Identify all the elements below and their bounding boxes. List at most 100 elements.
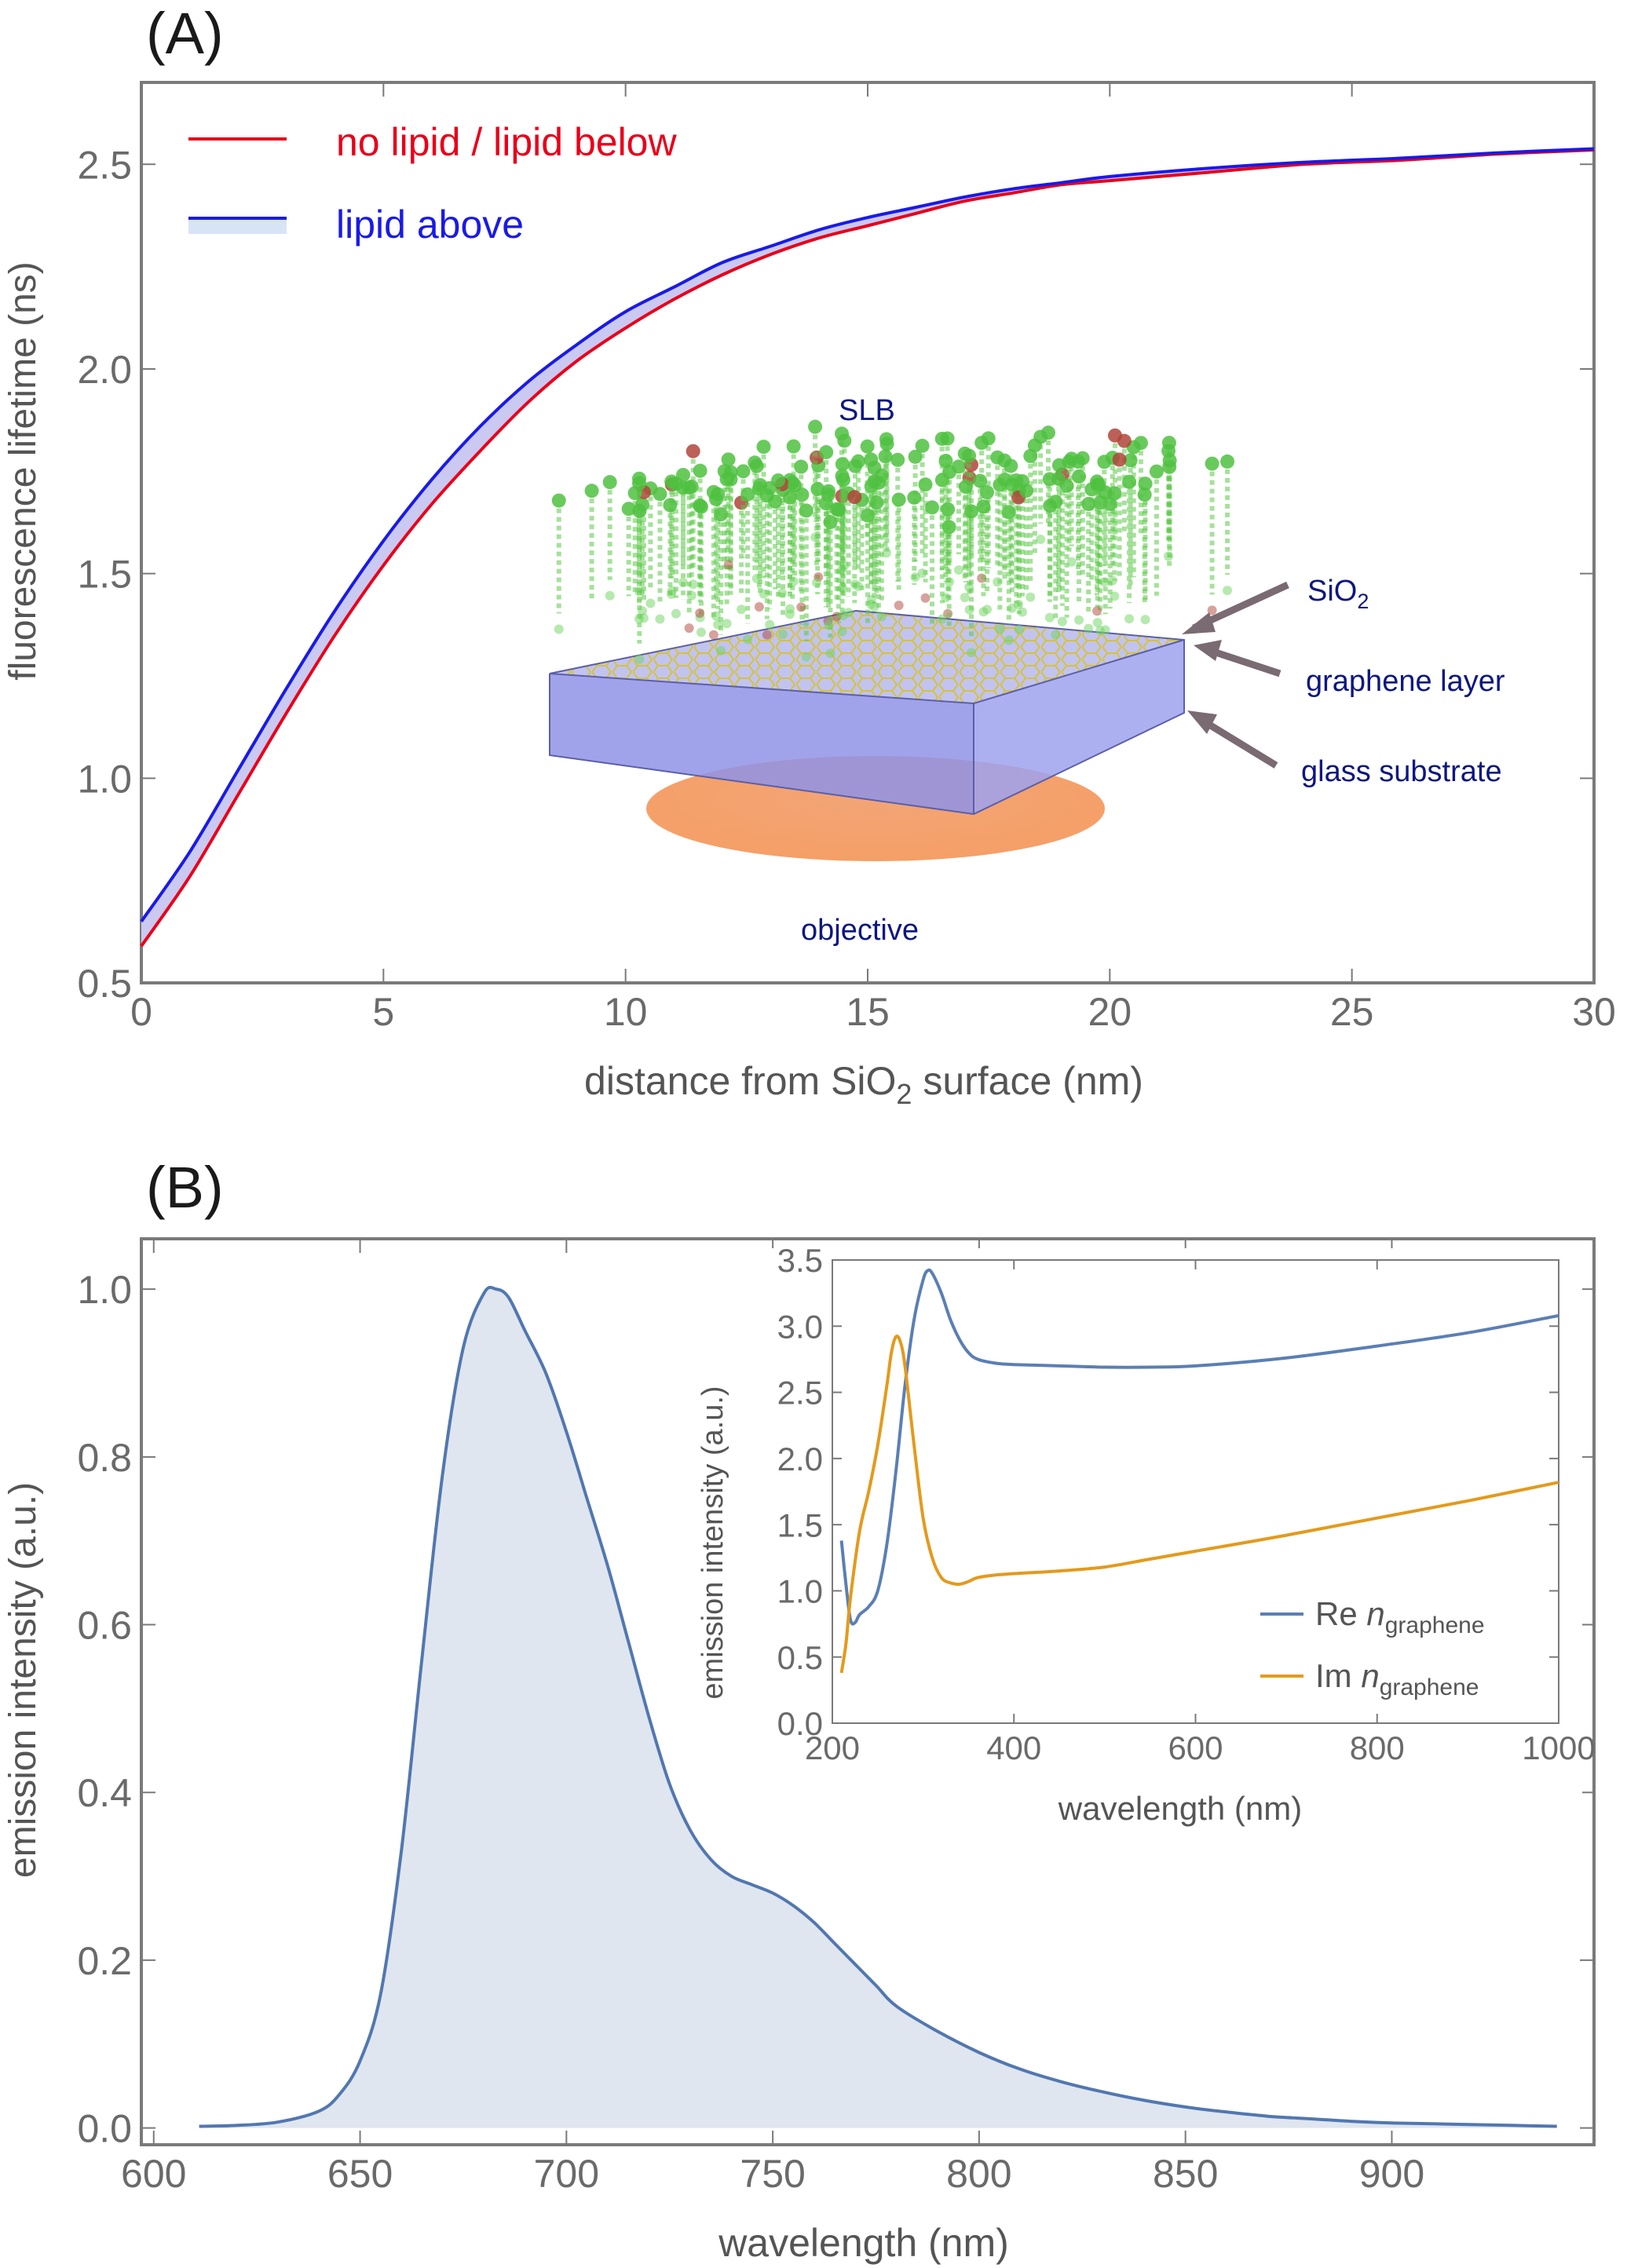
- lipid-bilayer: [551, 419, 1235, 664]
- lipid-head-lower: [960, 593, 970, 603]
- inset-ytick-label: 0.0: [777, 1705, 823, 1742]
- inset-xtick-label: 400: [986, 1729, 1041, 1766]
- lipid-head: [990, 450, 1005, 465]
- lipid-head-lower: [1223, 586, 1233, 596]
- emission-area: [199, 1287, 1557, 2128]
- lipid-head: [771, 473, 786, 488]
- inset-ytick-label: 3.0: [777, 1308, 823, 1345]
- lipid-head-lower: [837, 626, 847, 637]
- lipid-head-lower: [708, 630, 718, 640]
- lipid-head: [1161, 444, 1176, 458]
- lipid-head: [1220, 454, 1235, 469]
- lipid-head: [706, 484, 721, 499]
- label-graphene: graphene layer: [1306, 665, 1505, 698]
- lipid-head: [736, 464, 751, 479]
- lipid-head-lower: [978, 607, 989, 617]
- lipid-head-lower: [1110, 591, 1120, 601]
- lipid-head: [907, 490, 922, 505]
- lipid-head: [749, 458, 764, 473]
- panel-a-plot-area: 0 5 10 15 20 25 30 0.5 1.0 1.5 2.0 2.5: [77, 81, 1616, 1034]
- lipid-head: [740, 487, 755, 502]
- inset-xtick-label: 200: [805, 1729, 860, 1766]
- panel-a: (A) 0 5 10 15 20 25 30 0.5 1.0 1.5 2.0 2.5 no lipid…: [2, 1, 1616, 1110]
- arrow-graphene: [1212, 648, 1281, 677]
- lipid-head-lower: [751, 573, 762, 583]
- lipid-head: [851, 454, 866, 469]
- lipid-head: [717, 464, 732, 479]
- lipid-head: [1133, 436, 1148, 451]
- lipid-head: [1097, 455, 1112, 469]
- lipid-head: [958, 480, 973, 495]
- lipid-head: [847, 490, 862, 505]
- lipid-head: [693, 498, 707, 513]
- glass-substrate-right: [974, 640, 1184, 814]
- lipid-head-lower: [1164, 551, 1174, 561]
- lipid-head-lower: [812, 578, 822, 588]
- panel-b: (B) 600 650 700 750 800 850 900 0.0 0.2 0.4 0.6 0.8…: [2, 1155, 1596, 2265]
- inset-xtick-label: 800: [1350, 1729, 1405, 1766]
- lipid-head-lower: [743, 634, 753, 645]
- series-line-lipid-above: [140, 147, 1595, 922]
- lipid-head-lower: [1092, 618, 1102, 628]
- inset-legend-label-re: Re ngraphene: [1315, 1595, 1485, 1638]
- b-frame: [140, 1237, 1596, 2146]
- inset-ytick-label: 3.5: [777, 1242, 823, 1279]
- lipid-head-lower: [995, 624, 1005, 634]
- lipid-head: [756, 440, 771, 455]
- b-ytick-label: 0.2: [77, 1939, 132, 1983]
- panel-b-xlabel: wavelength (nm): [718, 2221, 1009, 2265]
- graphene-lattice: [550, 611, 1184, 703]
- lipid-head: [1042, 472, 1057, 487]
- lipid-head-lower: [796, 602, 806, 612]
- lipid-head-lower: [1066, 557, 1077, 567]
- b-ytick-label: 0.6: [77, 1604, 132, 1648]
- series-line-im-n: [839, 1335, 1559, 1674]
- lipid-head: [584, 484, 599, 499]
- lipid-head: [621, 502, 636, 517]
- lipid-head-lower: [1124, 614, 1135, 624]
- lipid-head-lower: [1004, 635, 1014, 645]
- lipid-head-lower: [993, 577, 1003, 587]
- lipid-head: [794, 459, 809, 474]
- arrow-glass-head: [1187, 710, 1217, 734]
- b-ytick-label: 0.4: [77, 1771, 132, 1815]
- inset-ytick-label: 0.5: [777, 1639, 823, 1676]
- lipid-head-lower: [894, 601, 904, 611]
- lipid-head-lower: [784, 609, 795, 619]
- lipid-head: [1098, 485, 1113, 500]
- lipid-head: [890, 452, 905, 467]
- lipid-head-lower: [1017, 607, 1027, 617]
- arrow-graphene-head: [1194, 640, 1222, 661]
- lipid-head: [787, 478, 802, 493]
- lipid-head-lower: [684, 623, 694, 634]
- a-xtick-label: 20: [1088, 990, 1132, 1034]
- label-slb: SLB: [839, 394, 895, 427]
- lipid-head: [879, 436, 894, 451]
- b-xtick-label: 650: [327, 2152, 393, 2196]
- lipid-head: [1004, 458, 1018, 473]
- lipid-head: [675, 467, 690, 482]
- lipid-head: [602, 475, 617, 490]
- lipid-head: [632, 503, 647, 518]
- glass-substrate-left: [550, 674, 974, 814]
- panel-b-label: (B): [146, 1155, 224, 1220]
- lipid-head-lower: [1051, 630, 1061, 640]
- lipid-head-lower: [1100, 625, 1110, 635]
- lipid-head: [664, 474, 679, 489]
- lipid-head-lower: [1140, 615, 1150, 625]
- b-xtick-label: 900: [1359, 2152, 1424, 2196]
- lipid-head: [1138, 477, 1153, 491]
- lipid-head: [938, 454, 953, 469]
- lipid-head-lower: [937, 614, 947, 624]
- inset-ytick-label: 1.5: [777, 1507, 823, 1543]
- glass-substrate-top-edge: [549, 673, 974, 704]
- lipid-head: [721, 452, 736, 467]
- lipid-head-lower: [696, 627, 706, 637]
- label-objective: objective: [801, 914, 919, 947]
- lipid-head: [682, 480, 697, 495]
- legend-label-blue: lipid above: [336, 203, 524, 247]
- series-line-re-n: [839, 1268, 1559, 1626]
- lipid-head-lower: [876, 612, 887, 622]
- lipid-head-lower: [1207, 605, 1217, 615]
- lipid-head: [1107, 428, 1122, 443]
